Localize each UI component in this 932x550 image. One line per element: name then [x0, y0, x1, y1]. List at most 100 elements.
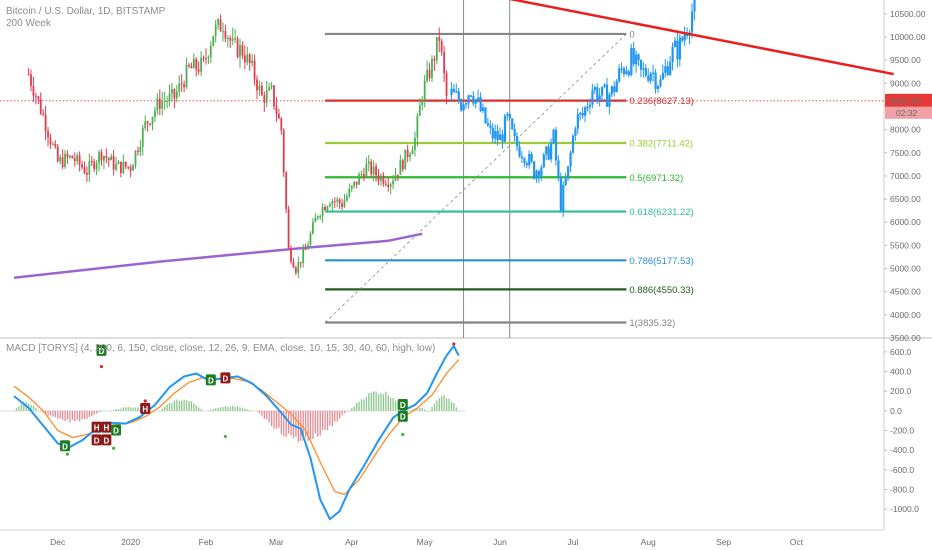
signal-dot — [65, 452, 70, 456]
signal-marker: D — [397, 398, 408, 410]
histogram-bar — [433, 403, 436, 411]
candle-body — [416, 115, 419, 138]
projection-body — [528, 153, 531, 166]
histogram-bar — [448, 398, 450, 411]
candle-body — [90, 161, 93, 163]
candle-body — [358, 174, 360, 185]
histogram-bar — [183, 399, 185, 411]
signal-marker-box — [91, 434, 102, 446]
histogram-bar — [173, 400, 176, 411]
candle-body — [134, 150, 137, 166]
histogram-bar — [246, 409, 248, 411]
projection-body — [586, 106, 589, 109]
histogram-bar — [229, 406, 231, 411]
projection-body — [644, 68, 647, 76]
histogram-bar — [411, 409, 414, 411]
candle-body — [86, 172, 88, 175]
candle-body — [392, 180, 394, 185]
signal-marker-label: D — [223, 374, 229, 383]
candle-body — [124, 161, 127, 167]
projection-body — [464, 103, 468, 105]
candle-body — [440, 40, 443, 52]
candle-body — [438, 37, 441, 41]
histogram-bar — [83, 410, 86, 420]
projection-body — [661, 72, 665, 80]
histogram-bar — [382, 394, 385, 411]
candle-body — [144, 121, 147, 129]
candle-body — [336, 199, 339, 202]
histogram-bar — [297, 410, 300, 443]
projection-body — [457, 91, 460, 101]
signal-marker-box — [91, 421, 102, 433]
candle-body — [54, 143, 57, 147]
projection-body — [557, 160, 560, 178]
projection-body — [564, 178, 567, 185]
candle-body — [258, 85, 261, 91]
histogram-bar — [385, 391, 387, 411]
histogram-bar — [331, 410, 334, 427]
candle-body — [350, 185, 353, 189]
candle-body — [372, 166, 375, 175]
projection-body — [518, 146, 521, 157]
histogram-bar — [305, 410, 307, 437]
histogram-bar — [256, 410, 258, 412]
candle-body — [171, 89, 173, 94]
projection-body — [686, 34, 689, 37]
signal-marker-label: H — [103, 424, 109, 433]
macd-tick-label: -200.0 — [890, 426, 914, 436]
candle-body — [149, 123, 151, 125]
histogram-bar — [319, 410, 321, 436]
candle-body — [256, 79, 258, 91]
projection-body — [479, 97, 482, 112]
candle-body — [297, 262, 300, 273]
projection-body — [603, 84, 606, 87]
histogram-bar — [336, 410, 338, 422]
candle-body — [387, 184, 390, 187]
projection-body — [452, 88, 456, 93]
histogram-bar — [365, 397, 368, 411]
candle-body — [243, 55, 246, 63]
histogram-bar — [69, 410, 71, 423]
time-tick-label: Jun — [493, 537, 507, 547]
time-tick-label: Dec — [50, 537, 66, 547]
histogram-bar — [71, 410, 74, 420]
projection-body — [537, 171, 541, 177]
histogram-bar — [181, 400, 183, 411]
projection-body — [474, 99, 477, 104]
projection-body — [494, 131, 497, 139]
time-tick-label: May — [417, 537, 434, 547]
candle-body — [93, 161, 96, 170]
histogram-bar — [202, 410, 205, 412]
histogram-bar — [307, 410, 309, 441]
candle-body — [404, 149, 407, 170]
histogram-bar — [20, 403, 22, 411]
candle-body — [105, 156, 108, 159]
projection-body — [656, 86, 660, 89]
signal-marker-box — [101, 421, 112, 433]
candle-body — [132, 165, 134, 171]
projection-body — [618, 68, 621, 82]
projection-body — [632, 48, 635, 65]
projection-body — [625, 71, 628, 75]
projection-body — [639, 59, 643, 70]
candle-body — [27, 74, 30, 76]
time-tick-label: Sep — [716, 537, 731, 547]
candle-body — [154, 110, 156, 117]
fib-level-label: 0.618(6231.22) — [629, 207, 693, 218]
projection-body — [601, 86, 604, 96]
signal-marker-label: D — [94, 436, 100, 445]
histogram-bar — [244, 408, 246, 411]
projection-body — [523, 158, 526, 164]
candle-body — [178, 83, 181, 92]
candle-body — [49, 137, 52, 144]
histogram-bar — [302, 410, 304, 441]
candle-body — [188, 64, 190, 67]
histogram-bar — [120, 408, 122, 411]
histogram-bar — [453, 403, 455, 411]
candle-body — [367, 161, 370, 164]
candle-body — [399, 160, 402, 175]
histogram-bar — [450, 401, 453, 411]
projection-body — [520, 156, 524, 159]
histogram-bar — [88, 410, 91, 417]
